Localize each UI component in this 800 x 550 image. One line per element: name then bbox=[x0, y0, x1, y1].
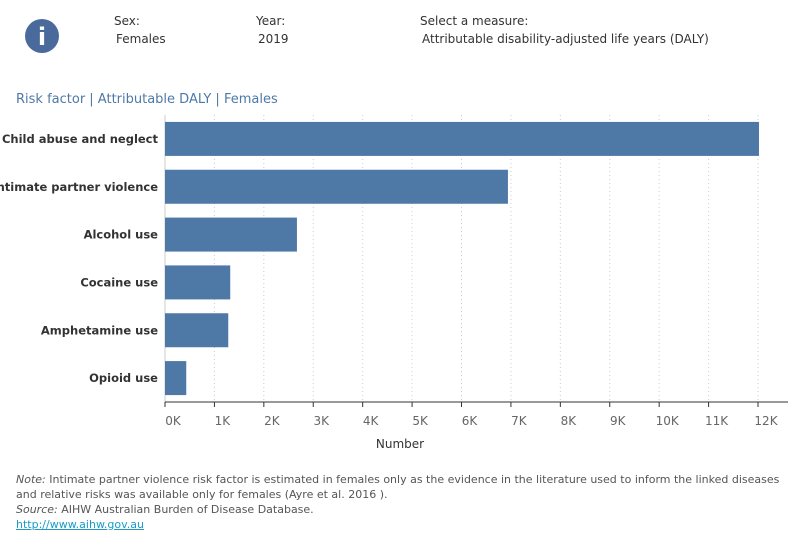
category-label: Intimate partner violence bbox=[0, 180, 158, 194]
sex-filter[interactable]: Females bbox=[116, 32, 166, 46]
x-tick-label: 0K bbox=[165, 414, 182, 428]
chart-title: Risk factor | Attributable DALY | Female… bbox=[16, 92, 278, 107]
bar[interactable] bbox=[165, 121, 759, 156]
category-label: Amphetamine use bbox=[41, 323, 158, 337]
x-tick-label: 2K bbox=[264, 414, 281, 428]
bar-chart: 0K 1K 2K 3K 4K 5K 6K 7K 8K 9K 10K 11K 12K Child abuse… bbox=[0, 115, 788, 451]
note-text: Intimate partner violence risk factor is… bbox=[16, 473, 780, 501]
x-tick-label: 1K bbox=[215, 414, 232, 428]
sex-label: Sex: bbox=[114, 14, 140, 28]
source-label: Source: bbox=[16, 503, 58, 516]
measure-filter[interactable]: Attributable disability-adjusted life ye… bbox=[422, 32, 709, 46]
bar[interactable] bbox=[165, 361, 187, 396]
category-label: Opioid use bbox=[89, 371, 158, 385]
category-label: Cocaine use bbox=[80, 275, 158, 289]
x-tick-label: 6K bbox=[462, 414, 479, 428]
x-tick-label: 7K bbox=[511, 414, 528, 428]
x-tick-label: 3K bbox=[313, 414, 330, 428]
x-tick-label: 10K bbox=[656, 414, 680, 428]
footnote: Note: Intimate partner violence risk fac… bbox=[16, 472, 786, 532]
aihw-link[interactable]: http://www.aihw.gov.au bbox=[16, 518, 145, 531]
category-label: Alcohol use bbox=[84, 228, 159, 242]
bar[interactable] bbox=[165, 169, 508, 204]
x-tick-label: 11K bbox=[705, 414, 729, 428]
source-text: AIHW Australian Burden of Disease Databa… bbox=[57, 503, 314, 516]
measure-label: Select a measure: bbox=[420, 14, 529, 28]
x-axis-title: Number bbox=[376, 437, 424, 451]
x-tick-label: 5K bbox=[412, 414, 429, 428]
x-tick-label: 8K bbox=[561, 414, 578, 428]
category-label: Child abuse and neglect bbox=[2, 132, 159, 146]
svg-text:i: i bbox=[38, 23, 46, 51]
year-filter[interactable]: 2019 bbox=[258, 32, 289, 46]
x-tick-label: 9K bbox=[610, 414, 627, 428]
bar[interactable] bbox=[165, 265, 231, 300]
x-tick-label: 4K bbox=[363, 414, 380, 428]
x-tick-label: 12K bbox=[754, 414, 778, 428]
year-label: Year: bbox=[256, 14, 286, 28]
note-label: Note: bbox=[16, 473, 46, 486]
bar[interactable] bbox=[165, 217, 297, 252]
info-circle-icon[interactable]: i bbox=[24, 18, 60, 54]
bar[interactable] bbox=[165, 313, 229, 348]
